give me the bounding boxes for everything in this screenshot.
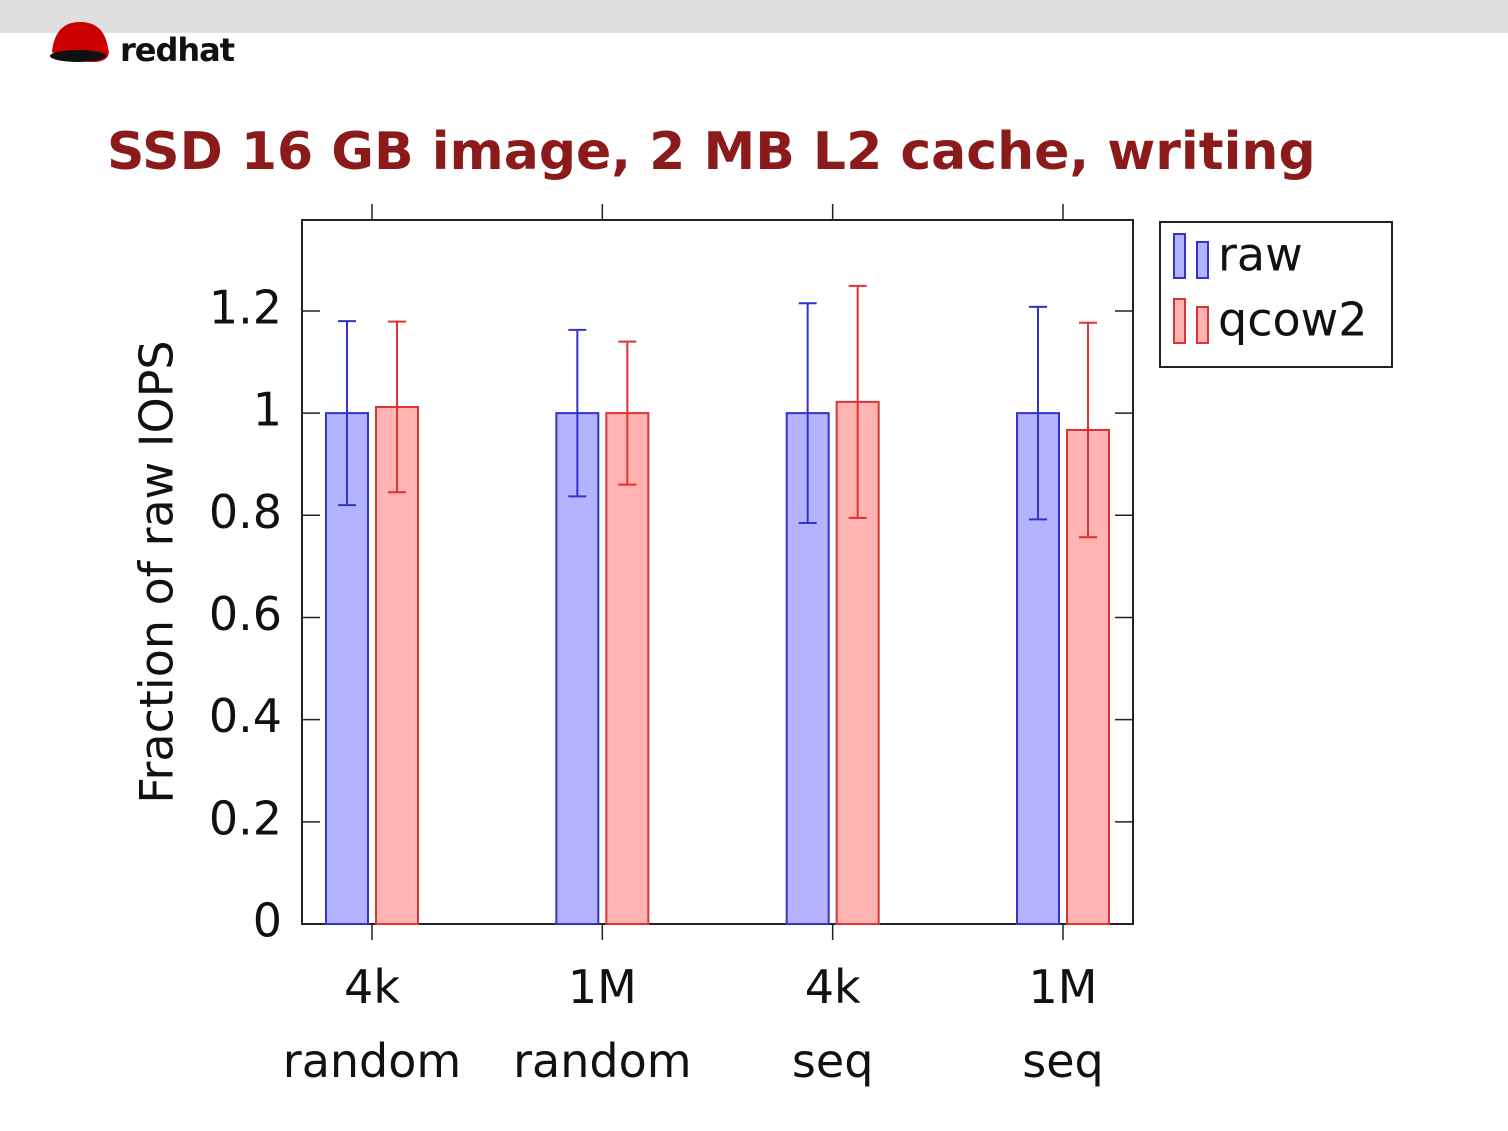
bar: [1016, 412, 1060, 925]
error-bar: [388, 320, 406, 494]
logo-text: redhat: [120, 31, 235, 69]
error-bar: [1079, 321, 1097, 539]
error-bar: [798, 302, 817, 524]
y-axis-label: Fraction of raw IOPS: [130, 340, 184, 803]
x-tick-label: 1M seq: [1022, 960, 1103, 1088]
x-tick-label: 4k random: [283, 960, 461, 1088]
y-tick-label: 0: [253, 894, 282, 948]
legend-swatch: [1173, 233, 1186, 279]
error-bar: [848, 284, 867, 519]
bar: [555, 412, 600, 925]
error-bar: [338, 320, 356, 507]
error-bar: [1029, 305, 1047, 521]
x-tick-label: 1M random: [513, 960, 691, 1088]
legend-swatch: [1173, 298, 1186, 344]
x-tick-label: 4k seq: [792, 960, 873, 1088]
legend-label: raw: [1218, 228, 1303, 282]
error-bar: [618, 340, 637, 486]
legend-swatch: [1196, 306, 1209, 344]
legend-label: qcow2: [1218, 293, 1368, 347]
logo-icon: [50, 22, 109, 62]
y-tick-label: 1.2: [209, 280, 282, 334]
y-tick-label: 0.6: [209, 587, 282, 641]
plot-frame: [301, 219, 1134, 925]
y-tick-label: 0.2: [209, 791, 282, 845]
legend-swatch: [1196, 241, 1209, 279]
y-tick-label: 0.4: [209, 689, 282, 743]
y-tick-label: 0.8: [209, 485, 282, 539]
top-bar: [0, 0, 1508, 33]
bar: [605, 412, 650, 925]
y-tick-label: 1: [253, 383, 282, 437]
error-bar: [568, 328, 587, 498]
chart-title: SSD 16 GB image, 2 MB L2 cache, writing: [107, 122, 1316, 182]
